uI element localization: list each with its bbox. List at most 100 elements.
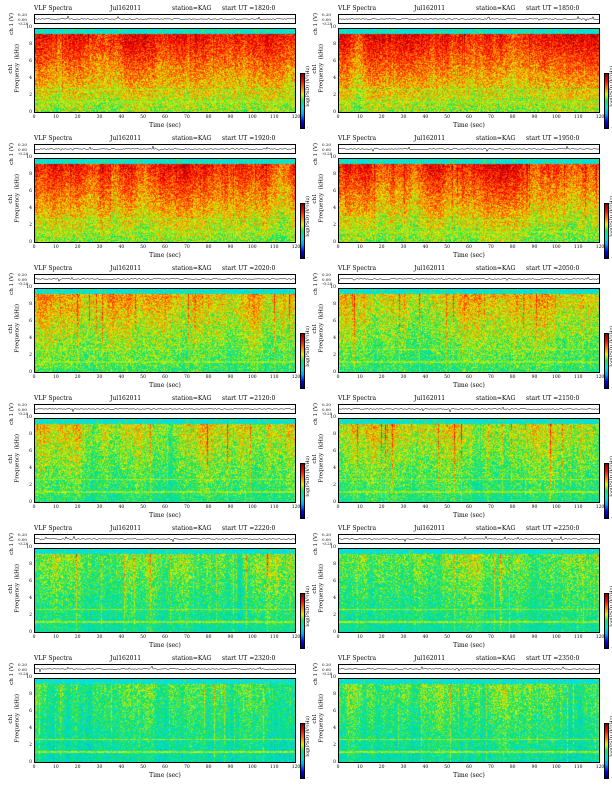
time-tick-label: 50 <box>140 635 147 640</box>
frequency-tick-label: 8 <box>333 432 336 437</box>
time-tick-label: 50 <box>140 505 147 510</box>
timeseries-svg <box>35 276 295 282</box>
time-tick-label: 120 <box>291 635 301 640</box>
time-tick-label: 0 <box>336 505 340 510</box>
colorbar <box>300 203 305 259</box>
spectrogram-plot <box>34 548 296 633</box>
panel-header: VLF Spectra Jul162011 station=KAG start UT … <box>34 654 296 663</box>
frequency-tick-label: 10 <box>330 25 336 30</box>
time-tick-label: 0 <box>336 765 340 770</box>
time-tick-label: 90 <box>531 245 538 250</box>
spectrogram-image <box>35 679 295 762</box>
time-axis-label: Time (sec) <box>149 252 181 259</box>
timeseries-y-tick: 0.20 <box>18 272 27 277</box>
panel-station: station=KAG <box>476 5 516 12</box>
panel-date: Jul162011 <box>110 655 142 662</box>
time-tick-label: 60 <box>466 765 472 770</box>
timeseries-y-tick: -0.20 <box>322 281 333 286</box>
timeseries-trace <box>339 15 599 22</box>
spectrogram-image <box>35 29 295 112</box>
time-tick-label: 70 <box>183 505 190 510</box>
time-tick-label: 0 <box>336 245 340 250</box>
timeseries-y-tick: -0.20 <box>322 541 333 546</box>
time-tick-label: 20 <box>74 765 81 770</box>
time-tick-label: 100 <box>248 115 257 120</box>
time-axis-label: Time (sec) <box>149 772 181 779</box>
timeseries-y-axis-label: ch 1 (V) <box>313 533 319 555</box>
frequency-tick-label: 2 <box>29 353 32 358</box>
timeseries-plot <box>34 534 296 544</box>
timeseries-plot <box>34 144 296 154</box>
timeseries-svg <box>339 535 599 543</box>
time-tick-label: 0 <box>336 115 340 120</box>
timeseries-y-tick: -0.20 <box>322 21 333 26</box>
time-tick-label: 70 <box>487 245 494 250</box>
time-tick-label: 120 <box>291 375 301 380</box>
colorbar <box>604 203 609 259</box>
frequency-tick-label: 0 <box>333 240 336 245</box>
timeseries-y-axis-label: ch 1 (V) <box>9 403 15 425</box>
spectrogram-y-axis-label: ch1 Frequency (kHz) <box>8 564 21 613</box>
panel-title: VLF Spectra <box>34 395 73 402</box>
spectrogram-panel: VLF Spectra Jul162011 station=KAG start UT … <box>312 394 612 521</box>
spectrogram-plot <box>338 548 600 633</box>
frequency-tick-label: 6 <box>333 59 336 64</box>
spectrogram-panel: VLF Spectra Jul162011 station=KAG start UT … <box>8 264 311 391</box>
frequency-tick-label: 8 <box>333 302 336 307</box>
frequency-tick-label: 2 <box>333 223 336 228</box>
frequency-tick-label: 4 <box>333 76 336 81</box>
timeseries-y-tick: 0.20 <box>18 662 27 667</box>
time-tick-label: 110 <box>269 245 279 250</box>
frequency-tick-label: 2 <box>29 613 32 618</box>
timeseries-y-tick: -0.20 <box>18 281 29 286</box>
time-tick-label: 120 <box>595 245 605 250</box>
frequency-tick-label: 10 <box>330 415 336 420</box>
time-tick-label: 40 <box>118 635 125 640</box>
time-tick-label: 80 <box>509 375 516 380</box>
spectrogram-image <box>35 159 295 242</box>
panel-station: station=KAG <box>476 395 516 402</box>
time-tick-label: 20 <box>378 115 385 120</box>
colorbar-tick: - <box>307 330 309 334</box>
frequency-tick-label: 4 <box>29 466 32 471</box>
frequency-tick-label: 2 <box>333 483 336 488</box>
panel-title: VLF Spectra <box>34 525 73 532</box>
timeseries-plot <box>34 274 296 284</box>
frequency-tick-label: 8 <box>333 562 336 567</box>
time-tick-label: 20 <box>378 375 385 380</box>
panel-station: station=KAG <box>172 265 212 272</box>
colorbar <box>300 333 305 389</box>
colorbar-tick: - <box>307 460 309 464</box>
timeseries-y-tick: 0.00 <box>18 146 27 152</box>
timeseries-svg <box>35 535 295 543</box>
time-tick-label: 40 <box>422 635 429 640</box>
time-tick-label: 90 <box>227 505 234 510</box>
panel-header: VLF Spectra Jul162011 station=KAG start UT … <box>338 4 600 13</box>
spectrogram-image <box>35 549 295 632</box>
spectrogram-image <box>339 159 599 242</box>
frequency-tick-label: 4 <box>29 726 32 731</box>
timeseries-y-tick: 0.00 <box>322 406 331 412</box>
panel-date: Jul162011 <box>414 5 446 12</box>
panel-date: Jul162011 <box>110 395 142 402</box>
timeseries-plot <box>34 664 296 674</box>
time-tick-label: 50 <box>444 375 451 380</box>
spectrogram-y-axis-label: ch1 Frequency (kHz) <box>312 694 325 743</box>
time-tick-label: 10 <box>52 505 59 510</box>
timeseries-y-tick: -0.20 <box>322 671 333 676</box>
time-tick-label: 30 <box>400 115 407 120</box>
spectrogram-plot <box>338 418 600 503</box>
time-tick-label: 80 <box>205 115 212 120</box>
time-tick-label: 30 <box>400 765 407 770</box>
panel-title: VLF Spectra <box>34 135 73 142</box>
time-tick-label: 60 <box>466 245 472 250</box>
spectrogram-panel: VLF Spectra Jul162011 station=KAG start UT … <box>312 134 612 261</box>
timeseries-y-tick: 0.00 <box>322 666 331 672</box>
timeseries-trace <box>35 535 295 543</box>
time-tick-label: 90 <box>531 635 538 640</box>
time-tick-label: 20 <box>378 245 385 250</box>
frequency-tick-label: 6 <box>29 579 32 584</box>
time-tick-label: 90 <box>531 765 538 770</box>
panel-header: VLF Spectra Jul162011 station=KAG start UT … <box>34 134 296 143</box>
frequency-tick-label: 6 <box>333 579 336 584</box>
